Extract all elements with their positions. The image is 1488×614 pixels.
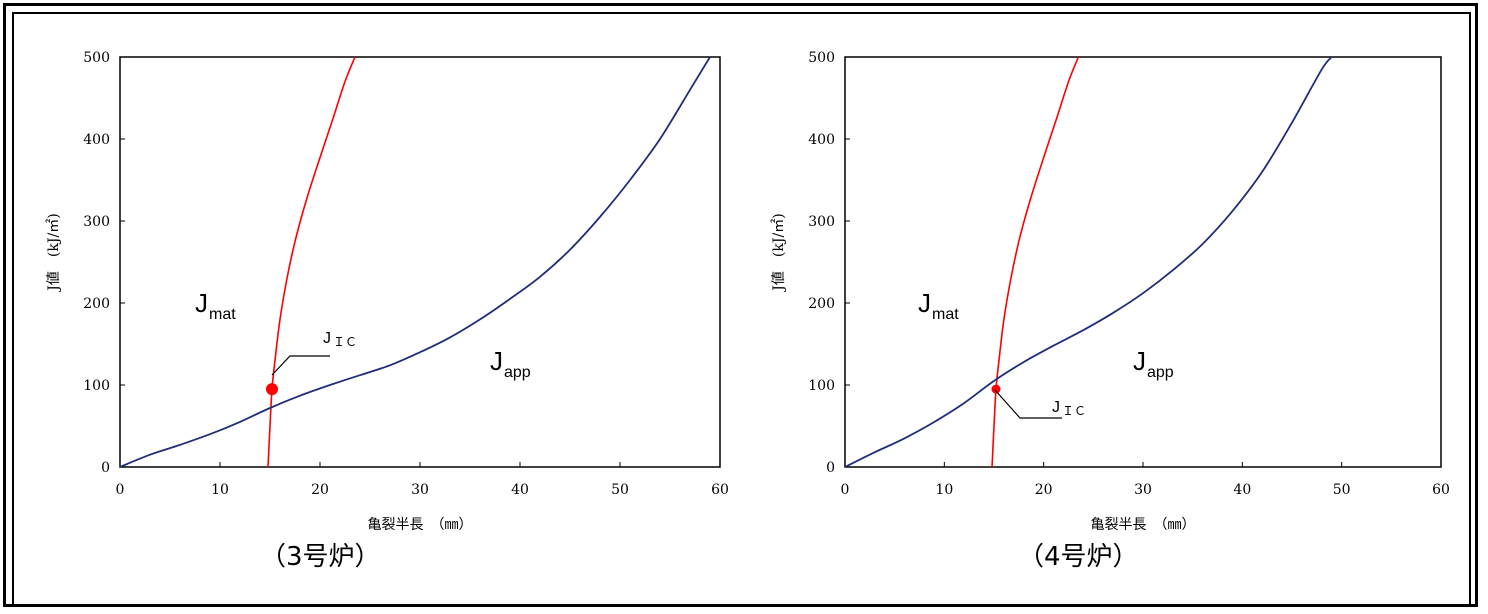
y-tick-label: 200 <box>83 296 110 312</box>
y-tick-label: 0 <box>826 460 835 476</box>
y-tick-label: 500 <box>83 50 110 66</box>
y-tick-label: 100 <box>83 378 110 394</box>
tick-group: 0 10 20 30 40 50 60 0 100 200 300 400 500 <box>808 50 1450 498</box>
japp-label: Japp <box>1133 346 1174 381</box>
inner-frame <box>12 12 1471 606</box>
tick-group: 0 10 20 30 40 50 60 0 100 200 300 400 500 <box>83 50 729 498</box>
x-tick-label: 0 <box>116 482 125 498</box>
y-tick-label: 300 <box>808 214 835 230</box>
jic-label: J ＩＣ <box>323 330 357 349</box>
x-tick-label: 60 <box>1432 482 1450 498</box>
y-tick-label: 100 <box>808 378 835 394</box>
japp-label: Japp <box>490 346 531 381</box>
y-tick-label: 300 <box>83 214 110 230</box>
annotation-group: Jmat Japp J ＩＣ <box>918 288 1174 419</box>
series-line-japp <box>844 56 1333 468</box>
x-tick-label: 50 <box>1333 482 1351 498</box>
jmat-label: Jmat <box>195 288 236 323</box>
chart-unit3: 0 10 20 30 40 50 60 0 100 200 300 400 500 Jmat Japp … <box>46 50 729 533</box>
series-line-japp <box>119 56 711 468</box>
x-axis-label: 亀裂半長 （㎜） <box>1091 517 1196 533</box>
y-tick-label: 500 <box>808 50 835 66</box>
x-tick-label: 0 <box>841 482 850 498</box>
x-tick-label: 40 <box>1233 482 1251 498</box>
plot-area <box>119 56 721 468</box>
series-line-jmat <box>991 56 1080 468</box>
x-tick-label: 30 <box>1134 482 1152 498</box>
chart-caption: （3号炉） <box>260 542 381 572</box>
y-axis-label: J値 (kJ/㎡) <box>771 213 787 292</box>
y-tick-label: 0 <box>101 460 110 476</box>
series-line-jmat <box>267 56 356 468</box>
x-tick-label: 40 <box>511 482 529 498</box>
x-axis-label: 亀裂半長 （㎜） <box>368 517 473 533</box>
jic-label: J ＩＣ <box>1052 399 1086 418</box>
chart-panel-unit3: 0 10 20 30 40 50 60 0 100 200 300 400 500 Jmat Japp … <box>0 0 740 614</box>
series-group <box>119 56 711 468</box>
jic-point <box>266 383 278 396</box>
chart-panel-unit4: 0 10 20 30 40 50 60 0 100 200 300 400 500 Jmat Japp … <box>740 0 1480 614</box>
y-tick-label: 400 <box>808 132 835 148</box>
annotation-group: Jmat Japp J ＩＣ <box>195 288 531 381</box>
x-tick-label: 20 <box>311 482 329 498</box>
x-tick-label: 20 <box>1035 482 1053 498</box>
x-tick-label: 30 <box>411 482 429 498</box>
jic-point <box>991 384 1001 394</box>
x-tick-label: 10 <box>211 482 229 498</box>
x-tick-label: 50 <box>611 482 629 498</box>
jic-leader-line <box>994 389 1062 419</box>
y-tick-label: 200 <box>808 296 835 312</box>
x-tick-label: 10 <box>935 482 953 498</box>
y-axis-label: J値 (kJ/㎡) <box>46 213 62 292</box>
x-tick-label: 60 <box>711 482 729 498</box>
jic-leader-line <box>271 355 330 376</box>
jmat-label: Jmat <box>918 288 959 323</box>
series-group <box>844 56 1333 468</box>
y-tick-label: 400 <box>83 132 110 148</box>
plot-area <box>844 56 1442 468</box>
chart-unit4: 0 10 20 30 40 50 60 0 100 200 300 400 500 Jmat Japp … <box>771 50 1450 533</box>
chart-caption: （4号炉） <box>1018 542 1139 572</box>
